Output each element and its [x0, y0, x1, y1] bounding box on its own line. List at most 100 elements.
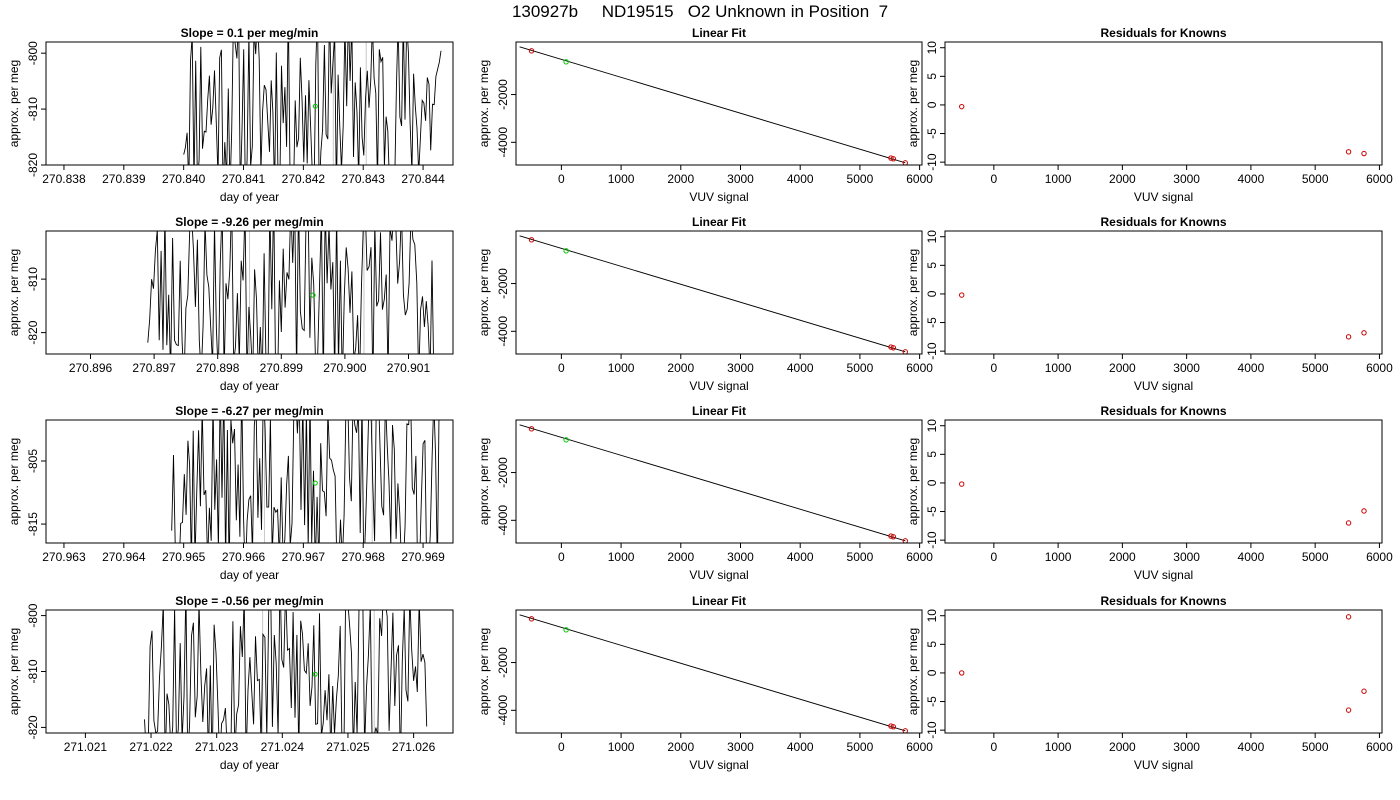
x-axis-label: day of year [220, 568, 279, 582]
x-tick-label: 0 [558, 740, 565, 754]
x-tick-label: 270.965 [162, 550, 206, 564]
x-tick-label: 270.842 [282, 172, 326, 186]
y-tick-label: -810 [26, 97, 40, 121]
panel-title: Linear Fit [692, 594, 746, 608]
x-axis-label: VUV signal [689, 568, 748, 582]
plot-frame [515, 419, 923, 544]
known-point [959, 103, 965, 110]
x-tick-label: 5000 [847, 361, 874, 375]
panel-title: Linear Fit [692, 26, 746, 40]
x-axis-label: day of year [220, 379, 279, 393]
x-tick-label: 5000 [1302, 550, 1329, 564]
x-tick-label: 271.023 [195, 740, 239, 754]
y-tick-label: -4000 [496, 127, 510, 158]
x-tick-label: 2000 [667, 740, 694, 754]
unknown-point [563, 59, 569, 65]
x-tick-label: 3000 [727, 740, 754, 754]
x-tick-label: 0 [990, 172, 997, 186]
x-tick-label: 0 [990, 361, 997, 375]
y-tick-label: 10 [925, 419, 939, 433]
y-tick-label: -2000 [496, 79, 510, 110]
y-tick-label: -810 [26, 267, 40, 291]
plot-frame [944, 609, 1383, 734]
x-tick-label: 270.963 [42, 550, 86, 564]
known-point [890, 534, 897, 540]
x-tick-label: 2000 [667, 172, 694, 186]
x-tick-label: 2000 [1109, 172, 1136, 186]
y-tick-label: -5 [925, 317, 939, 328]
y-axis-label: approx. per meg [7, 249, 21, 336]
known-point [888, 533, 894, 539]
x-tick-label: 6000 [906, 172, 933, 186]
known-point [528, 48, 535, 54]
x-tick-label: 6000 [1366, 361, 1393, 375]
y-tick-label: -10 [925, 153, 939, 171]
x-tick-label: 4000 [787, 550, 814, 564]
unknown-point [563, 248, 569, 254]
known-point [528, 616, 535, 622]
y-tick-label: -2000 [496, 268, 510, 299]
y-axis-label: approx. per meg [906, 60, 920, 147]
x-axis-label: VUV signal [689, 379, 748, 393]
x-tick-label: 1000 [608, 361, 635, 375]
y-tick-label: -800 [26, 603, 40, 627]
unknown-point [312, 480, 318, 486]
x-tick-label: 270.840 [162, 172, 206, 186]
y-tick-label: -815 [26, 512, 40, 536]
y-tick-label: 5 [925, 262, 939, 269]
x-tick-label: 4000 [1238, 740, 1265, 754]
x-tick-label: 270.967 [282, 550, 326, 564]
y-tick-label: -820 [26, 153, 40, 177]
y-tick-label: -5 [925, 128, 939, 139]
y-tick-label: 0 [925, 479, 939, 486]
known-point [890, 156, 897, 162]
unknown-point [312, 103, 318, 109]
fit-line [519, 46, 906, 164]
x-tick-label: 270.964 [102, 550, 146, 564]
known-point [528, 237, 535, 243]
known-point [890, 345, 897, 351]
y-tick-label: -810 [26, 659, 40, 683]
known-point [959, 670, 965, 676]
x-tick-label: 6000 [906, 740, 933, 754]
known-point [1345, 614, 1352, 620]
x-axis-label: VUV signal [1134, 190, 1193, 204]
known-point [888, 723, 894, 729]
x-tick-label: 2000 [1109, 740, 1136, 754]
y-tick-label: 10 [925, 41, 939, 55]
x-tick-label: 2000 [667, 361, 694, 375]
y-tick-label: -4000 [496, 505, 510, 536]
known-point [1361, 508, 1367, 514]
plot-frame [45, 41, 454, 166]
x-tick-label: 270.900 [323, 361, 367, 375]
plot-frame [515, 230, 923, 355]
known-point [888, 155, 894, 161]
x-tick-label: 270.844 [401, 172, 445, 186]
panel-title: Residuals for Knowns [1100, 215, 1226, 229]
plot-frame [944, 41, 1383, 166]
plot-frame [515, 41, 923, 166]
x-tick-label: 4000 [1238, 361, 1265, 375]
x-tick-label: 270.969 [401, 550, 445, 564]
x-tick-label: 6000 [1366, 172, 1393, 186]
known-point [528, 426, 535, 432]
panel-title: Residuals for Knowns [1100, 404, 1226, 418]
x-tick-label: 2000 [667, 550, 694, 564]
x-tick-label: 1000 [1045, 361, 1072, 375]
time-series-trace [144, 610, 428, 733]
x-tick-label: 6000 [1366, 740, 1393, 754]
x-tick-label: 271.021 [64, 740, 108, 754]
y-tick-label: -5 [925, 506, 939, 517]
x-tick-label: 3000 [1173, 550, 1200, 564]
y-tick-label: 5 [925, 641, 939, 648]
y-axis-label: approx. per meg [7, 628, 21, 715]
x-axis-label: VUV signal [689, 190, 748, 204]
x-tick-label: 6000 [1366, 550, 1393, 564]
x-tick-label: 1000 [608, 172, 635, 186]
panel-title: Residuals for Knowns [1100, 594, 1226, 608]
x-tick-label: 0 [990, 740, 997, 754]
y-axis-label: approx. per meg [7, 60, 21, 147]
known-point [1345, 707, 1352, 713]
known-point [959, 292, 965, 298]
x-tick-label: 0 [558, 172, 565, 186]
